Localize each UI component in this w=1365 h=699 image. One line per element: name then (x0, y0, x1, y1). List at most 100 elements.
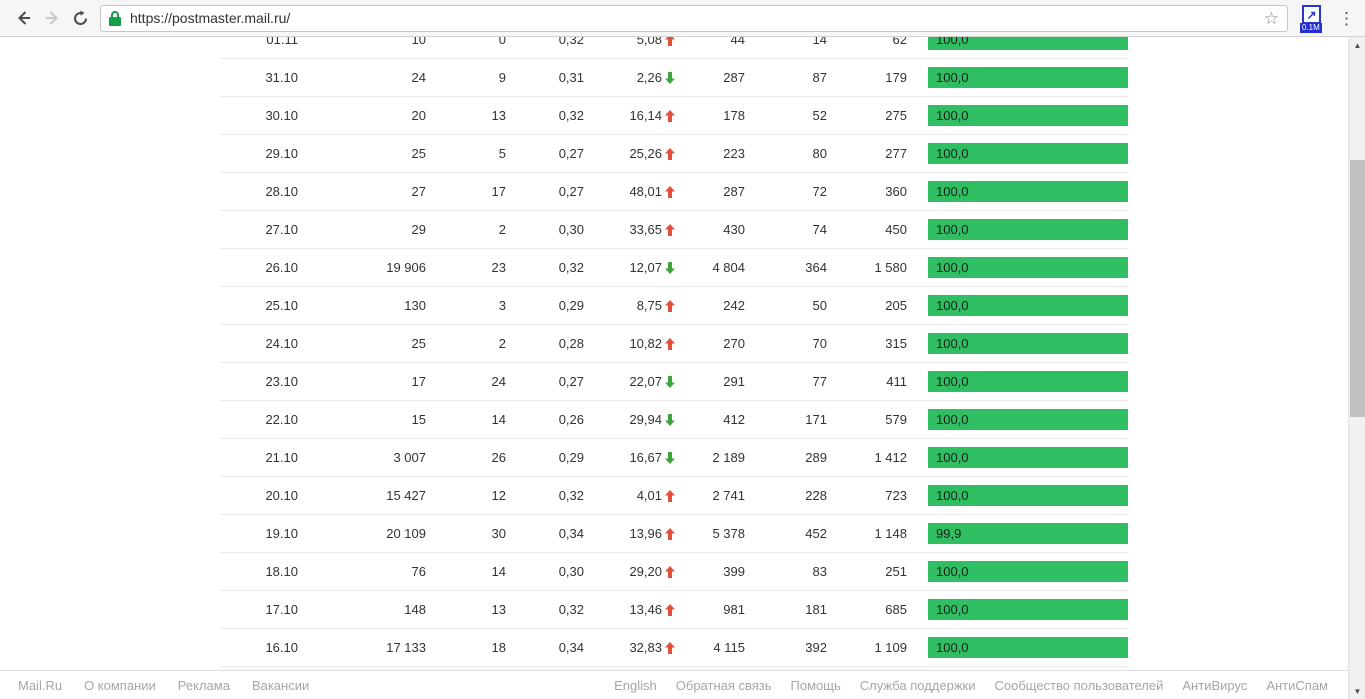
cell-col8: 315 (885, 336, 907, 351)
cell-col4: 0,34 (558, 640, 584, 655)
percentage-bar: 100,0 (928, 409, 1128, 430)
cell-bar: 100,0 (907, 257, 1128, 278)
footer-link-right-6[interactable]: АнтиВирус (1182, 677, 1248, 693)
cell-col5: 2,26 (584, 70, 675, 85)
cell-col2: 27 (411, 184, 426, 199)
browser-menu-icon[interactable]: ⋮ (1338, 8, 1355, 28)
percentage-bar: 100,0 (928, 447, 1128, 468)
cell-col8: 275 (885, 108, 907, 123)
cell-col8: 723 (885, 488, 907, 503)
cell-col3: 14 (491, 564, 506, 579)
cell-col2: 10 (411, 37, 426, 47)
cell-col3: 18 (491, 640, 506, 655)
cell-col7: 52 (812, 108, 827, 123)
cell-col6: 44 (730, 37, 745, 47)
trend-up-icon (665, 147, 675, 160)
table-row: 23.10 17 24 0,27 22,07 291 77 411 100,0 (220, 363, 1128, 401)
table-row: 16.10 17 133 18 0,34 32,83 4 115 392 1 1… (220, 629, 1128, 667)
footer-link-right-4[interactable]: Служба поддержки (859, 677, 976, 693)
cell-bar: 100,0 (907, 295, 1128, 316)
cell-col3: 0 (498, 37, 506, 47)
footer-link-left-4[interactable]: Вакансии (251, 677, 310, 693)
url-text[interactable]: https://postmaster.mail.ru/ (130, 10, 291, 26)
back-icon[interactable] (10, 4, 38, 32)
cell-col2: 148 (404, 602, 426, 617)
cell-date: 19.10 (265, 526, 298, 541)
cell-col2: 29 (411, 222, 426, 237)
extension-badge: 0.1M (1300, 23, 1322, 33)
cell-col6: 412 (723, 412, 745, 427)
refresh-icon[interactable] (66, 4, 94, 32)
cell-col2: 20 109 (386, 526, 426, 541)
cell-col4: 0,27 (558, 184, 584, 199)
cell-col6: 4 115 (713, 640, 745, 655)
percentage-bar: 100,0 (928, 37, 1128, 50)
scroll-down-icon[interactable]: ▼ (1353, 686, 1362, 696)
footer-link-right-7[interactable]: АнтиСпам (1266, 677, 1328, 693)
percentage-bar: 100,0 (928, 485, 1128, 506)
cell-col5: 12,07 (584, 260, 675, 275)
cell-date: 18.10 (265, 564, 298, 579)
cell-col5-value: 16,67 (629, 450, 662, 465)
cell-col5: 32,83 (584, 640, 675, 655)
scrollbar-thumb[interactable] (1350, 160, 1365, 417)
table-row: 17.10 148 13 0,32 13,46 981 181 685 100,… (220, 591, 1128, 629)
cell-col5-value: 8,75 (636, 298, 662, 313)
extension-arrow-icon: ↗ (1302, 5, 1321, 24)
cell-bar: 100,0 (907, 409, 1128, 430)
footer-link-right-3[interactable]: Помощь (790, 677, 841, 693)
vertical-scrollbar[interactable]: ▲ ▼ (1348, 37, 1365, 699)
cell-col2: 15 (411, 412, 426, 427)
footer-link-right-1[interactable]: English (614, 677, 657, 693)
cell-col7: 228 (805, 488, 827, 503)
cell-date: 20.10 (265, 488, 298, 503)
stats-table: 01.11 10 0 0,32 5,08 44 14 62 100,0 31.1… (220, 37, 1128, 667)
cell-col2: 25 (411, 336, 426, 351)
footer-link-right-2[interactable]: Обратная связь (675, 677, 772, 693)
cell-col6: 178 (723, 108, 745, 123)
cell-col8: 179 (885, 70, 907, 85)
trend-down-icon (665, 261, 675, 274)
cell-bar: 100,0 (907, 105, 1128, 126)
cell-col8: 1 580 (874, 260, 907, 275)
cell-col7: 392 (805, 640, 827, 655)
percentage-bar: 100,0 (928, 333, 1128, 354)
cell-col2: 3 007 (393, 450, 426, 465)
trend-down-icon (665, 413, 675, 426)
cell-col8: 62 (892, 37, 907, 47)
trend-up-icon (665, 337, 675, 350)
cell-col3: 17 (491, 184, 506, 199)
cell-col7: 452 (805, 526, 827, 541)
footer-link-right-5[interactable]: Сообщество пользователей (994, 677, 1164, 693)
cell-col7: 83 (812, 564, 827, 579)
cell-col2: 19 906 (386, 260, 426, 275)
cell-bar: 99,9 (907, 523, 1128, 544)
forward-icon (38, 4, 66, 32)
table-row: 22.10 15 14 0,26 29,94 412 171 579 100,0 (220, 401, 1128, 439)
cell-col3: 23 (491, 260, 506, 275)
cell-date: 30.10 (265, 108, 298, 123)
cell-col2: 25 (411, 146, 426, 161)
table-row: 20.10 15 427 12 0,32 4,01 2 741 228 723 … (220, 477, 1128, 515)
cell-col5-value: 22,07 (629, 374, 662, 389)
trend-down-icon (665, 375, 675, 388)
footer-link-left-3[interactable]: Реклама (177, 677, 230, 693)
footer-link-left-1[interactable]: Mail.Ru (18, 677, 63, 693)
bookmark-star-icon[interactable]: ☆ (1263, 8, 1279, 28)
cell-col4: 0,32 (558, 602, 584, 617)
cell-col3: 26 (491, 450, 506, 465)
footer-link-left-2[interactable]: О компании (84, 677, 156, 693)
trend-up-icon (665, 223, 675, 236)
cell-col2: 17 133 (386, 640, 426, 655)
address-bar[interactable]: https://postmaster.mail.ru/ ☆ (100, 4, 1288, 32)
cell-col2: 20 (411, 108, 426, 123)
cell-col6: 223 (723, 146, 745, 161)
cell-col4: 0,27 (558, 374, 584, 389)
cell-col5: 33,65 (584, 222, 675, 237)
cell-col8: 1 148 (874, 526, 907, 541)
scroll-up-icon[interactable]: ▲ (1353, 40, 1362, 50)
cell-bar: 100,0 (907, 485, 1128, 506)
cell-col4: 0,30 (558, 222, 584, 237)
extension-icon[interactable]: ↗ 0.1M (1300, 3, 1324, 33)
